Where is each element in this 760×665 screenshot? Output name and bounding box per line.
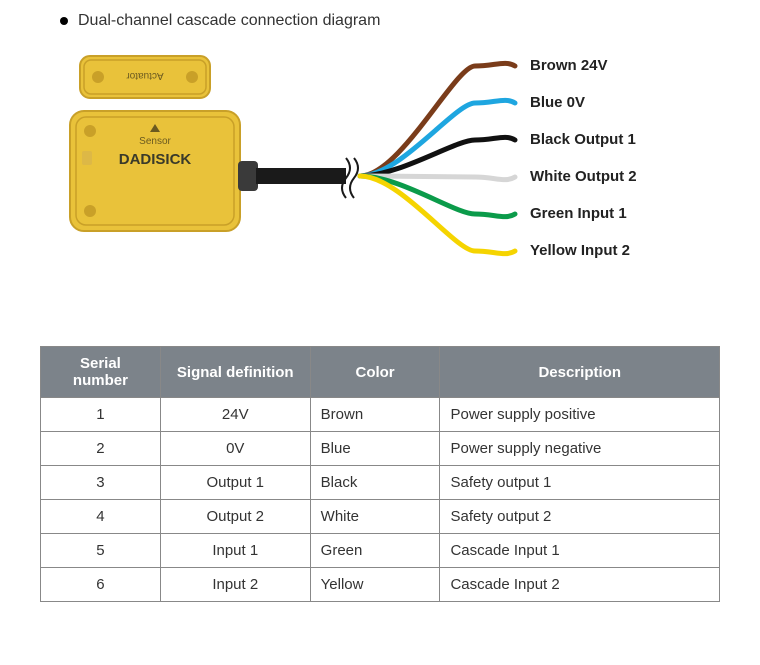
wire-label: Black Output 1 xyxy=(530,130,637,150)
table-row: 6Input 2YellowCascade Input 2 xyxy=(41,568,720,602)
actuator-label: Actuator xyxy=(126,70,164,81)
table-cell: Cascade Input 2 xyxy=(440,568,720,602)
col-header: Serial number xyxy=(41,347,161,398)
bullet-dot xyxy=(60,17,68,25)
table-row: 5Input 1GreenCascade Input 1 xyxy=(41,534,720,568)
table-cell: Safety output 1 xyxy=(440,466,720,500)
page-title: Dual-channel cascade connection diagram xyxy=(60,12,720,30)
wire-label: Yellow Input 2 xyxy=(530,241,637,261)
table-header-row: Serial number Signal definition Color De… xyxy=(41,347,720,398)
wires-group xyxy=(360,63,515,253)
table-cell: 5 xyxy=(41,534,161,568)
table-cell: 4 xyxy=(41,500,161,534)
table-cell: Safety output 2 xyxy=(440,500,720,534)
table-cell: White xyxy=(310,500,440,534)
table-cell: Brown xyxy=(310,398,440,432)
wire-label: Blue 0V xyxy=(530,93,637,113)
brand-label: DADISICK xyxy=(119,151,192,168)
table-cell: 6 xyxy=(41,568,161,602)
sensor-block: Sensor DADISICK xyxy=(70,111,240,231)
cable xyxy=(238,158,358,198)
wire-path xyxy=(360,63,515,176)
table-cell: Power supply positive xyxy=(440,398,720,432)
wire-label: Green Input 1 xyxy=(530,204,637,224)
table-cell: Green xyxy=(310,534,440,568)
col-header: Color xyxy=(310,347,440,398)
title-text: Dual-channel cascade connection diagram xyxy=(78,12,380,30)
sensor-label: Sensor xyxy=(139,136,171,147)
table-cell: 24V xyxy=(160,398,310,432)
table-cell: Blue xyxy=(310,432,440,466)
actuator-block: Actuator xyxy=(80,56,210,98)
table-cell: 1 xyxy=(41,398,161,432)
table-cell: Yellow xyxy=(310,568,440,602)
wire-labels: Brown 24V Blue 0V Black Output 1 White O… xyxy=(530,56,637,261)
col-header: Description xyxy=(440,347,720,398)
table-cell: 3 xyxy=(41,466,161,500)
table-cell: Input 2 xyxy=(160,568,310,602)
table-cell: Black xyxy=(310,466,440,500)
table-row: 124VBrownPower supply positive xyxy=(41,398,720,432)
table-cell: 0V xyxy=(160,432,310,466)
table-row: 4Output 2WhiteSafety output 2 xyxy=(41,500,720,534)
table-cell: Power supply negative xyxy=(440,432,720,466)
col-header: Signal definition xyxy=(160,347,310,398)
table-cell: Input 1 xyxy=(160,534,310,568)
table-row: 20VBluePower supply negative xyxy=(41,432,720,466)
table-cell: 2 xyxy=(41,432,161,466)
table-row: 3Output 1BlackSafety output 1 xyxy=(41,466,720,500)
wire-label: White Output 2 xyxy=(530,167,637,187)
table-cell: Output 2 xyxy=(160,500,310,534)
wire-label: Brown 24V xyxy=(530,56,637,76)
connection-diagram: Actuator Sensor DADISICK Brown 24V xyxy=(40,46,720,326)
signal-table: Serial number Signal definition Color De… xyxy=(40,346,720,602)
table-cell: Output 1 xyxy=(160,466,310,500)
table-cell: Cascade Input 1 xyxy=(440,534,720,568)
